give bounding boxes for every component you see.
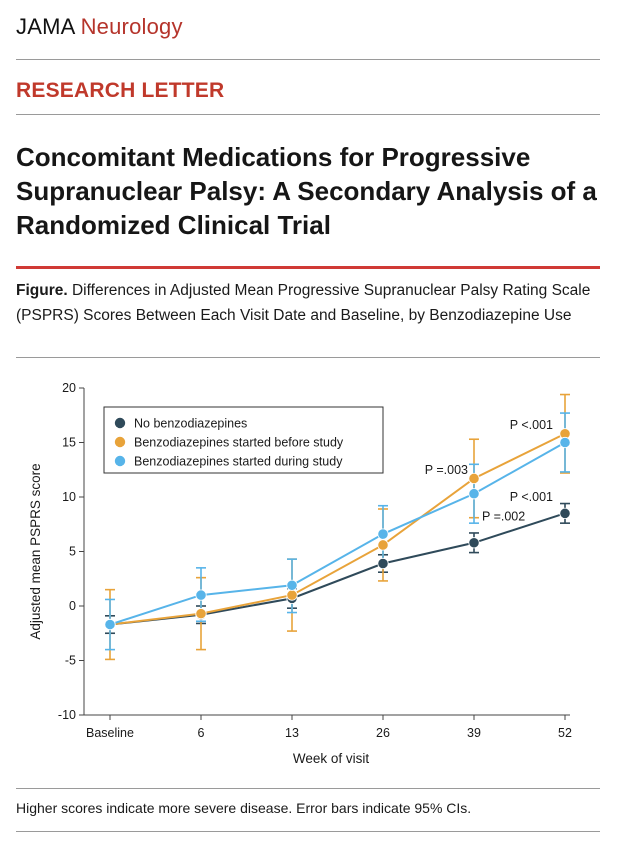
y-tick-label: -5 xyxy=(65,654,76,668)
figure-caption-text: Differences in Adjusted Mean Progressive… xyxy=(16,282,591,324)
y-tick-label: 0 xyxy=(69,599,76,613)
y-tick-label: -10 xyxy=(58,708,76,722)
chart-legend: No benzodiazepines Benzodiazepines starte… xyxy=(103,406,384,474)
legend-label: No benzodiazepines xyxy=(134,417,247,431)
caption-divider xyxy=(16,357,600,358)
data-point xyxy=(195,589,207,601)
p-value-annotation: P =.002 xyxy=(482,510,525,524)
chart-axes: -10 -5 0 5 10 15 20 Baseline 6 13 26 39 52 Week of vi… xyxy=(28,381,572,766)
chart-series xyxy=(104,393,571,661)
p-value-annotation: P =.003 xyxy=(425,463,468,477)
figure-caption: Figure. Differences in Adjusted Mean Pro… xyxy=(16,278,596,328)
chart-annotations: P =.003 P =.002 P <.001 P <.001 xyxy=(425,418,553,524)
data-point xyxy=(468,488,480,500)
data-point xyxy=(104,618,116,631)
legend-label: Benzodiazepines started before study xyxy=(134,436,344,450)
x-tick-label: 39 xyxy=(467,726,481,740)
y-tick-label: 5 xyxy=(69,545,76,559)
data-point xyxy=(559,436,571,449)
series-line xyxy=(109,432,566,626)
data-point xyxy=(286,589,298,601)
article-title: Concomitant Medications for Progressive … xyxy=(16,142,597,240)
section-label: RESEARCH LETTER xyxy=(16,79,225,102)
data-point xyxy=(377,528,389,540)
footnote-bottom-rule xyxy=(16,831,600,832)
series-line xyxy=(109,441,566,626)
y-axis-title: Adjusted mean PSPRS score xyxy=(28,463,43,639)
legend-marker xyxy=(114,417,126,429)
x-tick-label: Baseline xyxy=(86,726,134,740)
figure-top-rule xyxy=(16,266,600,269)
y-tick-label: 15 xyxy=(62,436,76,450)
legend-box xyxy=(103,406,384,474)
legend-label: Benzodiazepines started during study xyxy=(134,455,343,469)
data-point xyxy=(468,537,480,549)
series-points-3 xyxy=(104,436,571,631)
section-divider xyxy=(16,114,600,115)
data-point xyxy=(195,608,207,620)
footnote-top-rule xyxy=(16,788,600,789)
line-chart: -10 -5 0 5 10 15 20 Baseline 6 13 26 39 52 Week of vi… xyxy=(28,381,572,766)
journal-name-part1: JAMA xyxy=(16,14,75,39)
p-value-annotation: P <.001 xyxy=(510,490,553,504)
figure-footnote: Higher scores indicate more severe disea… xyxy=(16,800,472,816)
legend-marker xyxy=(114,436,126,448)
journal-name-part2: Neurology xyxy=(80,14,183,39)
data-point xyxy=(377,557,389,570)
figure-label: Figure. xyxy=(16,282,68,299)
x-tick-label: 6 xyxy=(198,726,205,740)
y-tick-label: 10 xyxy=(62,490,76,504)
data-point xyxy=(377,539,389,551)
legend-marker xyxy=(114,455,126,467)
x-axis-title: Week of visit xyxy=(293,751,370,766)
x-tick-label: 13 xyxy=(285,726,299,740)
p-value-annotation: P <.001 xyxy=(510,418,553,432)
header-divider xyxy=(16,59,600,60)
data-point xyxy=(468,472,480,485)
data-point xyxy=(286,579,298,591)
x-tick-label: 26 xyxy=(376,726,390,740)
data-point xyxy=(559,507,571,519)
x-tick-label: 52 xyxy=(558,726,572,740)
y-tick-label: 20 xyxy=(62,381,76,395)
journal-name: JAMA Neurology xyxy=(16,14,183,40)
